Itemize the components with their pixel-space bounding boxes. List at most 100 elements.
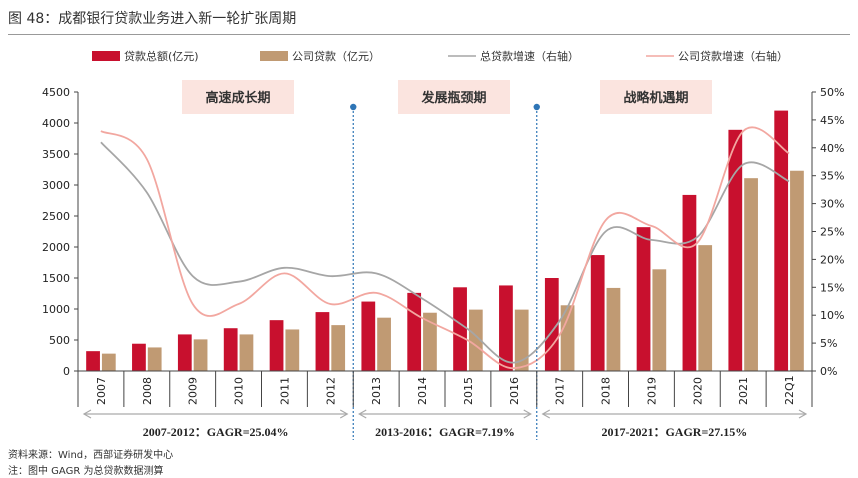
bars: [86, 110, 804, 371]
phase-box-1: [182, 80, 294, 114]
source-note: 资料来源：Wind，西部证券研发中心: [8, 450, 174, 461]
x-tick-label: 2010: [233, 377, 246, 405]
bar-corporate-2009: [193, 339, 208, 371]
x-tick-label: 22Q1: [783, 375, 796, 405]
right-tick-label: 15%: [820, 281, 844, 294]
x-tick-label: 2008: [141, 377, 154, 405]
x-tick-label: 2015: [462, 377, 475, 405]
bar-total-2016: [499, 285, 513, 371]
x-tick-label: 2021: [737, 377, 750, 405]
left-tick-label: 1500: [42, 272, 70, 285]
legend: 贷款总额(亿元) 公司贷款（亿元） 总贷款增速（右轴） 公司贷款增速（右轴）: [92, 49, 788, 63]
right-tick-label: 45%: [820, 114, 844, 127]
x-tick-label: 2017: [554, 377, 567, 405]
cagr-arrow-left-2: [358, 409, 367, 419]
bar-total-2021: [728, 129, 743, 371]
bar-total-2010: [223, 328, 238, 371]
bar-total-2012: [315, 312, 330, 371]
bar-total-2015: [453, 287, 467, 371]
cagr-annotations: 2007-2012：GAGR=25.04% 2013-2016：GAGR=7.19…: [82, 409, 808, 439]
x-tick-label: 2018: [600, 377, 613, 405]
figure-title: 图 48：成都银行贷款业务进入新一轮扩张周期: [8, 11, 297, 27]
phase-boxes: 高速成长期 发展瓶颈期 战略机遇期: [182, 80, 712, 114]
legend-swatch-1: [92, 51, 120, 61]
bar-total-2008: [132, 343, 146, 371]
left-tick-label: 2500: [42, 210, 70, 223]
bar-total-2009: [177, 334, 192, 371]
left-tick-label: 2000: [42, 241, 70, 254]
cagr-arrow-left-1: [82, 409, 92, 419]
cagr-label-2: 2013-2016：GAGR=7.19%: [375, 425, 515, 439]
bar-total-2007: [86, 351, 100, 371]
bar-corporate-2007: [101, 353, 116, 371]
x-tick-label: 2011: [278, 377, 291, 405]
cagr-arrow-right-1: [339, 409, 349, 419]
x-tick-label: 2019: [645, 377, 658, 405]
left-tick-label: 3500: [42, 148, 70, 161]
cagr-arrow-right-2: [523, 409, 532, 419]
left-tick-label: 500: [49, 334, 70, 347]
phase-divider-dot-1: [350, 103, 357, 111]
left-tick-label: 0: [63, 365, 70, 378]
bar-corporate-2016: [514, 309, 529, 371]
x-tick-label: 2014: [416, 377, 429, 405]
cagr-label-1: 2007-2012：GAGR=25.04%: [143, 425, 289, 439]
right-tick-label: 50%: [820, 86, 844, 99]
legend-label-1: 贷款总额(亿元): [124, 49, 199, 63]
legend-label-3: 总贷款增速（右轴）: [480, 49, 579, 63]
title-divider: [8, 34, 850, 35]
bar-total-2020: [682, 194, 697, 371]
phase-box-2: [398, 80, 510, 114]
phase-box-3: [600, 80, 712, 114]
bar-total-2019: [636, 227, 651, 371]
cagr-arrow-right-3: [798, 409, 808, 419]
right-tick-label: 35%: [820, 170, 844, 183]
right-axis: 0% 5% 10% 15% 20% 25% 30% 35% 40% 45% 50%: [811, 86, 844, 378]
legend-label-4: 公司贷款增速（右轴）: [678, 49, 788, 63]
legend-swatch-2: [260, 51, 288, 61]
bar-corporate-2019: [652, 269, 667, 371]
right-tick-label: 5%: [820, 337, 837, 350]
right-tick-label: 40%: [820, 142, 844, 155]
bar-corporate-2010: [239, 334, 254, 371]
cagr-arrow-left-3: [541, 409, 551, 419]
footnote: 注：图中 GAGR 为总贷款数据测算: [8, 466, 164, 477]
right-tick-label: 10%: [820, 309, 844, 322]
bar-total-2017: [544, 278, 559, 371]
phase-label-3: 战略机遇期: [623, 90, 688, 106]
right-tick-label: 20%: [820, 253, 844, 266]
x-tick-label: 2020: [691, 377, 704, 405]
corporate-growth-line: [100, 126, 790, 370]
bar-total-2011: [269, 320, 284, 371]
bar-corporate-2013: [377, 317, 391, 371]
lines: [100, 126, 790, 370]
right-tick-label: 25%: [820, 226, 844, 239]
bar-corporate-2008: [147, 347, 162, 371]
cagr-label-3: 2017-2021：GAGR=27.15%: [601, 425, 747, 439]
x-tick-label: 2009: [187, 377, 200, 405]
bar-corporate-2014: [423, 312, 437, 371]
left-tick-label: 1000: [42, 303, 70, 316]
left-axis: 0 500 1000 1500 2000 2500 3000 3500 4000 4500: [42, 86, 79, 378]
bar-total-22Q1: [774, 110, 789, 371]
x-axis: 2007 2008 2009 2010 2011 2012 2013 2014 2015 2016…: [77, 370, 813, 407]
bar-corporate-2018: [606, 287, 621, 371]
left-tick-label: 3000: [42, 179, 70, 192]
bar-total-2018: [590, 255, 605, 371]
x-tick-label: 2007: [95, 377, 108, 405]
phase-label-1: 高速成长期: [205, 90, 270, 106]
right-tick-label: 0%: [820, 365, 837, 378]
x-tick-label: 2016: [508, 377, 521, 405]
bar-corporate-22Q1: [790, 170, 804, 371]
x-tick-label: 2012: [324, 377, 337, 405]
legend-label-2: 公司贷款（亿元）: [292, 49, 380, 63]
bar-corporate-2017: [560, 305, 575, 371]
left-tick-label: 4500: [42, 86, 70, 99]
left-tick-label: 4000: [42, 117, 70, 130]
x-tick-label: 2013: [370, 377, 383, 405]
bar-corporate-2011: [285, 329, 300, 371]
bar-corporate-2012: [331, 325, 346, 371]
phase-label-2: 发展瓶颈期: [420, 90, 486, 106]
loan-chart: 贷款总额(亿元) 公司贷款（亿元） 总贷款增速（右轴） 公司贷款增速（右轴） 高速成长…: [42, 49, 844, 440]
bar-corporate-2021: [744, 178, 758, 371]
